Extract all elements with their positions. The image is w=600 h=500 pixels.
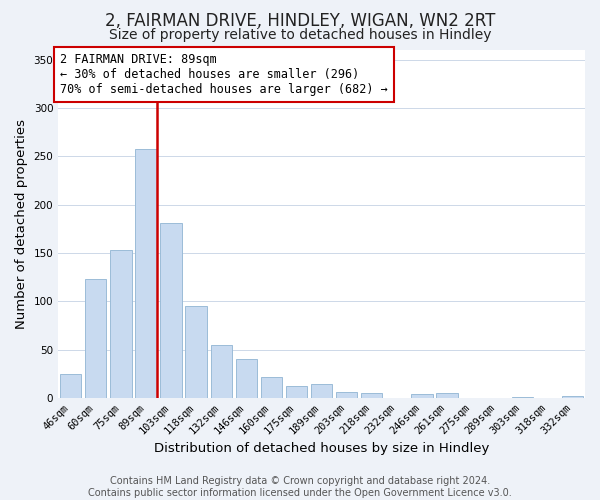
Text: Size of property relative to detached houses in Hindley: Size of property relative to detached ho…: [109, 28, 491, 42]
Bar: [110, 250, 131, 398]
Bar: [60, 374, 82, 398]
Bar: [160, 223, 182, 398]
Y-axis label: Number of detached properties: Number of detached properties: [15, 119, 28, 329]
Bar: [311, 384, 332, 398]
Bar: [361, 393, 382, 398]
Bar: [185, 306, 207, 398]
Bar: [411, 394, 433, 398]
Bar: [562, 396, 583, 398]
Bar: [136, 148, 157, 398]
Bar: [336, 392, 358, 398]
Bar: [286, 386, 307, 398]
X-axis label: Distribution of detached houses by size in Hindley: Distribution of detached houses by size …: [154, 442, 489, 455]
Text: 2, FAIRMAN DRIVE, HINDLEY, WIGAN, WN2 2RT: 2, FAIRMAN DRIVE, HINDLEY, WIGAN, WN2 2R…: [105, 12, 495, 30]
Text: Contains HM Land Registry data © Crown copyright and database right 2024.
Contai: Contains HM Land Registry data © Crown c…: [88, 476, 512, 498]
Bar: [261, 376, 282, 398]
Bar: [85, 279, 106, 398]
Bar: [512, 397, 533, 398]
Bar: [211, 345, 232, 398]
Bar: [236, 360, 257, 398]
Text: 2 FAIRMAN DRIVE: 89sqm
← 30% of detached houses are smaller (296)
70% of semi-de: 2 FAIRMAN DRIVE: 89sqm ← 30% of detached…: [60, 53, 388, 96]
Bar: [436, 393, 458, 398]
